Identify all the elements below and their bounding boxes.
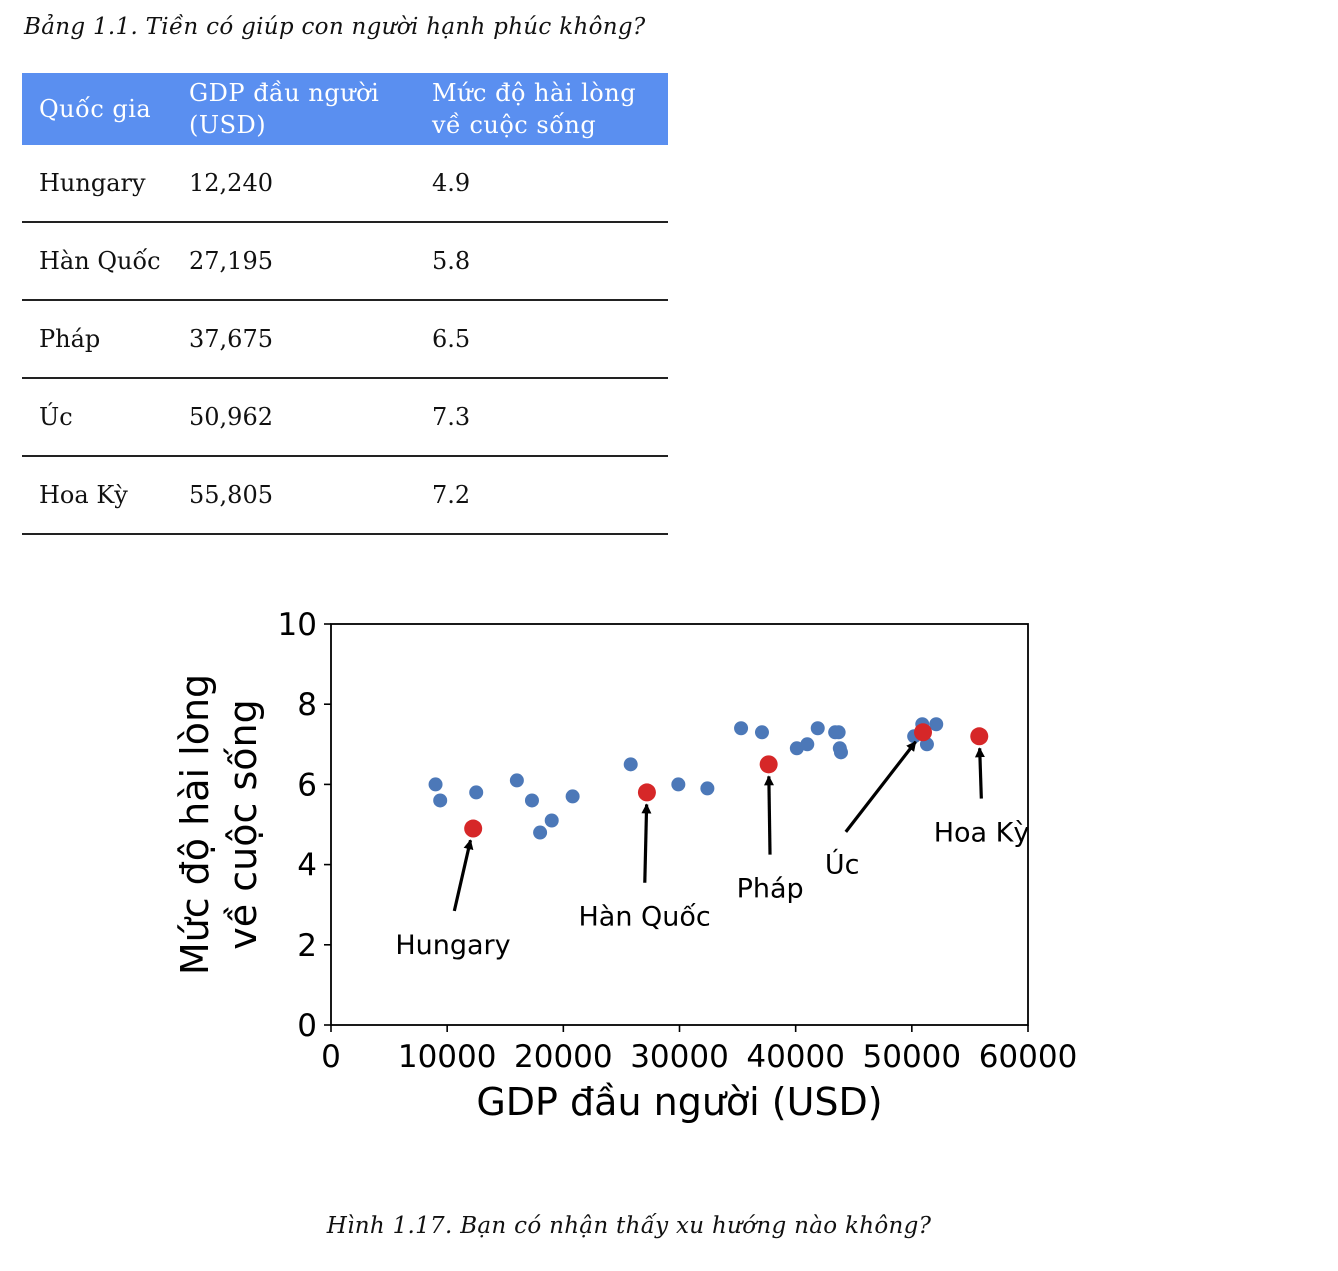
- gdp-satisfaction-table: Quốc gia GDP đầu người (USD) Mức độ hài …: [22, 73, 668, 535]
- data-point: [544, 813, 559, 828]
- cell-satisfaction: 7.3: [415, 378, 668, 457]
- highlight-point: [464, 819, 483, 838]
- y-tick-label: 6: [297, 767, 317, 803]
- data-point: [623, 757, 638, 772]
- data-point: [469, 785, 484, 800]
- data-point: [831, 725, 846, 740]
- highlight-point: [914, 723, 933, 742]
- annotation-label: Úc: [825, 849, 860, 881]
- data-point: [800, 737, 815, 752]
- cell-satisfaction: 6.5: [415, 300, 668, 379]
- data-point: [833, 745, 848, 760]
- data-point: [509, 773, 524, 788]
- figure-caption: Hình 1.17. Bạn có nhận thấy xu hướng nào…: [326, 1213, 932, 1239]
- data-point: [734, 721, 749, 736]
- y-axis-label: về cuộc sống: [221, 699, 265, 949]
- annotation-arrow: [641, 803, 652, 883]
- table-row: Úc 50,962 7.3: [22, 378, 668, 457]
- y-tick-label: 2: [297, 928, 317, 964]
- header-satisfaction: Mức độ hài lòng về cuộc sống: [415, 73, 668, 145]
- scatter-chart: 0 10000 20000 30000 40000 50000 60000 0 2 4 6 8 10 GD…: [173, 607, 1078, 1124]
- data-point: [428, 777, 443, 792]
- y-axis-label: Mức độ hài lòng: [173, 674, 217, 975]
- highlight-point: [759, 755, 778, 774]
- y-tick-label: 0: [297, 1008, 317, 1044]
- x-axis-label: GDP đầu người (USD): [476, 1080, 882, 1124]
- data-point: [929, 717, 944, 732]
- annotation-label: Pháp: [737, 874, 804, 905]
- cell-satisfaction: 4.9: [415, 145, 668, 223]
- y-tick-label: 8: [297, 687, 317, 723]
- annotation-label: Hungary: [395, 930, 510, 961]
- x-tick-label: 60000: [979, 1039, 1078, 1075]
- plot-frame: [330, 623, 1029, 1026]
- highlight-point: [970, 727, 989, 746]
- y-tick-label: 10: [278, 607, 317, 643]
- table-header-row: Quốc gia GDP đầu người (USD) Mức độ hài …: [22, 73, 668, 145]
- x-tick-label: 20000: [514, 1039, 613, 1075]
- data-point: [671, 777, 686, 792]
- annotation-arrow: [974, 747, 985, 799]
- data-point: [433, 793, 448, 808]
- table-row: Pháp 37,675 6.5: [22, 300, 668, 379]
- cell-satisfaction: 5.8: [415, 222, 668, 301]
- annotation-arrow: [452, 839, 474, 912]
- header-gdp: GDP đầu người (USD): [172, 73, 415, 145]
- data-point: [524, 793, 539, 808]
- data-point: [810, 721, 825, 736]
- cell-country: Hungary: [22, 145, 172, 223]
- annotation-label: Hoa Kỳ: [934, 818, 1030, 849]
- cell-gdp: 12,240: [172, 145, 415, 223]
- y-tick-label: 4: [297, 848, 317, 884]
- data-point: [533, 825, 548, 840]
- cell-gdp: 50,962: [172, 378, 415, 457]
- x-tick-label: 40000: [746, 1039, 845, 1075]
- highlight-point: [637, 783, 656, 802]
- x-tick-label: 50000: [863, 1039, 962, 1075]
- cell-country: Úc: [22, 378, 172, 457]
- data-point: [700, 781, 715, 796]
- annotation-label: Hàn Quốc: [579, 902, 711, 933]
- table-row: Hoa Kỳ 55,805 7.2: [22, 456, 668, 535]
- x-tick-label: 0: [321, 1039, 341, 1075]
- cell-satisfaction: 7.2: [415, 456, 668, 535]
- cell-gdp: 27,195: [172, 222, 415, 301]
- table-caption: Bảng 1.1. Tiền có giúp con người hạnh ph…: [24, 14, 646, 40]
- cell-gdp: 55,805: [172, 456, 415, 535]
- annotation-arrow: [763, 775, 774, 855]
- table-row: Hàn Quốc 27,195 5.8: [22, 222, 668, 301]
- cell-country: Hàn Quốc: [22, 222, 172, 301]
- header-country: Quốc gia: [22, 73, 172, 145]
- x-tick-label: 10000: [398, 1039, 497, 1075]
- x-tick-label: 30000: [630, 1039, 729, 1075]
- data-point: [754, 725, 769, 740]
- cell-country: Pháp: [22, 300, 172, 379]
- cell-country: Hoa Kỳ: [22, 456, 172, 535]
- cell-gdp: 37,675: [172, 300, 415, 379]
- annotation-arrow: [844, 740, 917, 833]
- table-row: Hungary 12,240 4.9: [22, 145, 668, 223]
- data-point: [565, 789, 580, 804]
